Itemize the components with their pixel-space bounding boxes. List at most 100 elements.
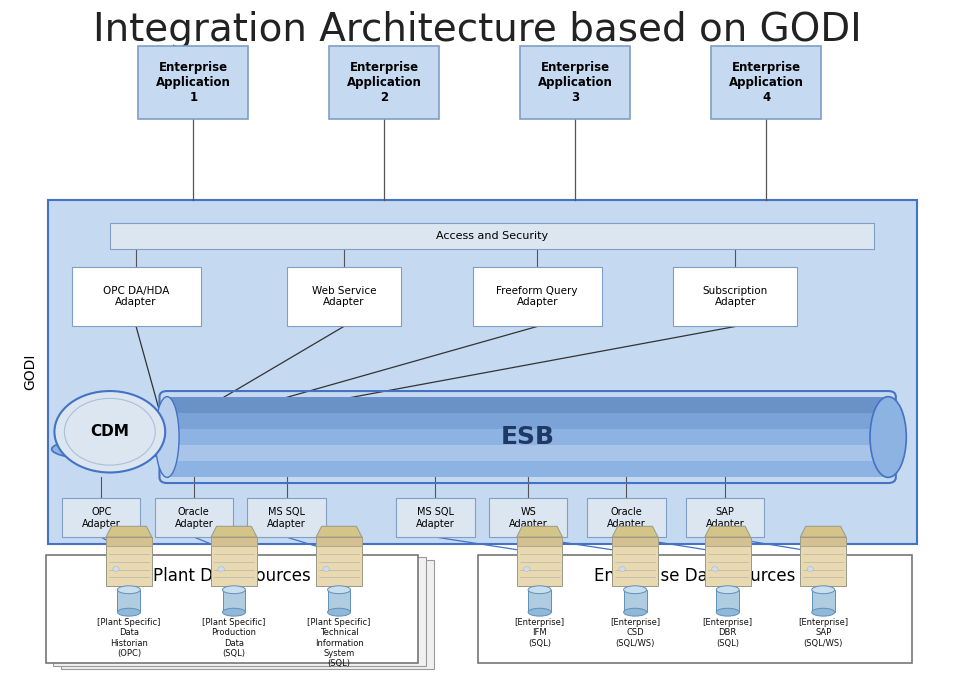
Text: [Enterprise]
DBR
(SQL): [Enterprise] DBR (SQL) (703, 618, 753, 648)
Text: Freeform Query
Adapter: Freeform Query Adapter (497, 286, 578, 307)
FancyBboxPatch shape (328, 590, 350, 612)
Ellipse shape (223, 586, 245, 594)
Text: Enterprise
Application
2: Enterprise Application 2 (347, 61, 422, 104)
Text: Enterprise
Application
4: Enterprise Application 4 (729, 61, 804, 104)
FancyBboxPatch shape (329, 46, 439, 119)
FancyBboxPatch shape (612, 537, 658, 586)
Ellipse shape (624, 586, 647, 594)
Circle shape (218, 567, 224, 571)
FancyBboxPatch shape (473, 267, 602, 326)
Text: Integration Architecture based on GODI: Integration Architecture based on GODI (94, 10, 861, 48)
Circle shape (711, 567, 718, 571)
Ellipse shape (812, 586, 835, 594)
Ellipse shape (528, 608, 551, 616)
Text: CDM: CDM (91, 424, 129, 439)
FancyBboxPatch shape (517, 537, 562, 546)
Ellipse shape (52, 438, 168, 460)
FancyBboxPatch shape (155, 498, 233, 537)
Text: ESB: ESB (500, 425, 555, 449)
FancyBboxPatch shape (316, 537, 362, 586)
FancyBboxPatch shape (138, 46, 248, 119)
Ellipse shape (716, 608, 739, 616)
Text: OPC DA/HDA
Adapter: OPC DA/HDA Adapter (103, 286, 169, 307)
Ellipse shape (117, 608, 140, 616)
Ellipse shape (716, 586, 739, 594)
Circle shape (619, 567, 626, 571)
Polygon shape (800, 526, 846, 537)
FancyBboxPatch shape (72, 267, 201, 326)
Ellipse shape (117, 586, 140, 594)
FancyBboxPatch shape (286, 267, 401, 326)
FancyBboxPatch shape (223, 590, 245, 612)
Polygon shape (705, 526, 751, 537)
FancyBboxPatch shape (211, 537, 257, 546)
FancyBboxPatch shape (48, 200, 917, 544)
FancyBboxPatch shape (673, 267, 797, 326)
FancyBboxPatch shape (517, 537, 562, 586)
FancyBboxPatch shape (117, 590, 140, 612)
Text: MS SQL
Adapter: MS SQL Adapter (416, 507, 455, 528)
Text: OPC
Adapter: OPC Adapter (82, 507, 120, 528)
Text: SAP
Adapter: SAP Adapter (706, 507, 744, 528)
Text: Plant Data Sources: Plant Data Sources (153, 567, 311, 585)
Ellipse shape (223, 608, 245, 616)
FancyBboxPatch shape (106, 537, 152, 586)
FancyBboxPatch shape (167, 429, 888, 445)
FancyBboxPatch shape (53, 558, 426, 666)
FancyBboxPatch shape (711, 46, 821, 119)
Circle shape (523, 567, 530, 571)
Text: MS SQL
Adapter: MS SQL Adapter (267, 507, 306, 528)
FancyBboxPatch shape (587, 498, 666, 537)
FancyBboxPatch shape (247, 498, 326, 537)
Text: [Enterprise]
SAP
(SQL/WS): [Enterprise] SAP (SQL/WS) (798, 618, 848, 648)
Ellipse shape (328, 608, 350, 616)
FancyBboxPatch shape (110, 223, 874, 249)
Polygon shape (517, 526, 562, 537)
Ellipse shape (812, 608, 835, 616)
FancyBboxPatch shape (624, 590, 647, 612)
FancyBboxPatch shape (686, 498, 764, 537)
FancyBboxPatch shape (800, 537, 846, 546)
FancyBboxPatch shape (106, 537, 152, 546)
Circle shape (323, 567, 329, 571)
Text: [Plant Specific]
Production
Data
(SQL): [Plant Specific] Production Data (SQL) (202, 618, 265, 658)
FancyBboxPatch shape (489, 498, 567, 537)
FancyBboxPatch shape (167, 445, 888, 461)
Ellipse shape (870, 396, 906, 477)
Ellipse shape (528, 586, 551, 594)
FancyBboxPatch shape (705, 537, 751, 586)
FancyBboxPatch shape (478, 554, 912, 663)
Text: [Plant Specific]
Data
Historian
(OPC): [Plant Specific] Data Historian (OPC) (97, 618, 160, 658)
FancyBboxPatch shape (167, 396, 888, 413)
Circle shape (807, 567, 814, 571)
Text: Enterprise
Application
1: Enterprise Application 1 (156, 61, 231, 104)
FancyBboxPatch shape (62, 498, 140, 537)
Polygon shape (106, 526, 152, 537)
FancyBboxPatch shape (528, 590, 551, 612)
FancyBboxPatch shape (716, 590, 739, 612)
Text: Enterprise
Application
3: Enterprise Application 3 (538, 61, 613, 104)
Ellipse shape (155, 396, 180, 477)
FancyBboxPatch shape (61, 560, 434, 669)
FancyBboxPatch shape (612, 537, 658, 546)
FancyBboxPatch shape (800, 537, 846, 586)
Text: Oracle
Adapter: Oracle Adapter (175, 507, 213, 528)
FancyBboxPatch shape (520, 46, 630, 119)
Circle shape (54, 391, 165, 473)
FancyBboxPatch shape (396, 498, 475, 537)
FancyBboxPatch shape (46, 554, 418, 663)
Polygon shape (211, 526, 257, 537)
FancyBboxPatch shape (167, 413, 888, 429)
FancyBboxPatch shape (812, 590, 835, 612)
Text: Web Service
Adapter: Web Service Adapter (311, 286, 376, 307)
Ellipse shape (624, 608, 647, 616)
Text: WS
Adapter: WS Adapter (509, 507, 547, 528)
Polygon shape (612, 526, 658, 537)
Text: GODI: GODI (24, 354, 37, 390)
FancyBboxPatch shape (167, 461, 888, 477)
Ellipse shape (328, 586, 350, 594)
FancyBboxPatch shape (705, 537, 751, 546)
Text: Enterprise Data Sources: Enterprise Data Sources (594, 567, 796, 585)
Text: Subscription
Adapter: Subscription Adapter (703, 286, 768, 307)
Text: [Enterprise]
IFM
(SQL): [Enterprise] IFM (SQL) (515, 618, 564, 648)
